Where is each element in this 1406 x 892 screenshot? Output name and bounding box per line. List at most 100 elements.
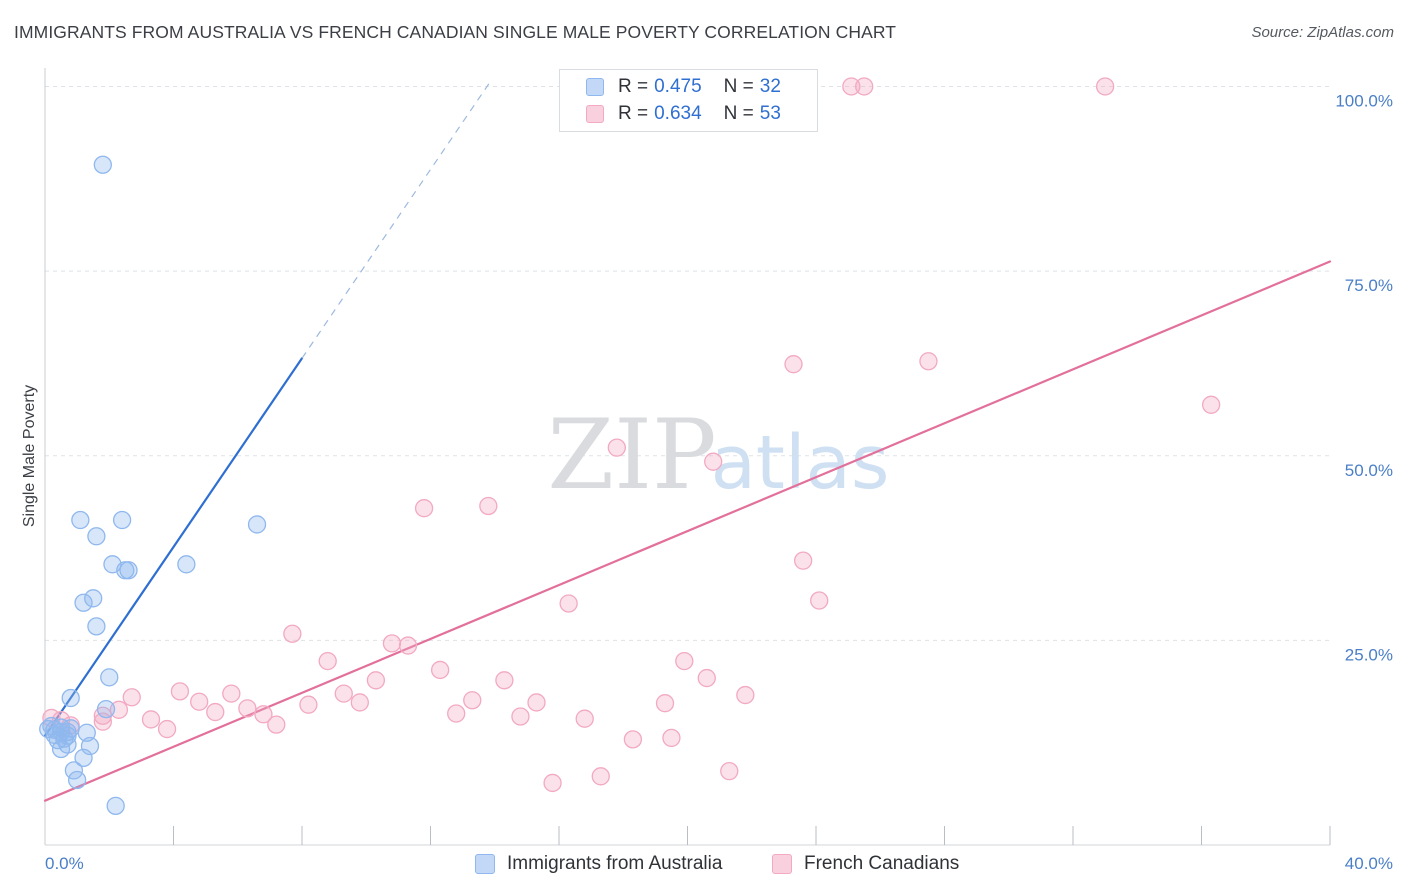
legend-r-label: R =	[618, 103, 649, 124]
legend-r-value-australia: 0.475	[654, 76, 702, 97]
point-french-canadians	[527, 693, 546, 712]
point-french-canadians	[283, 624, 302, 643]
point-french-canadians	[1095, 77, 1115, 96]
point-australia	[87, 527, 106, 546]
legend-swatch-french-canadians	[586, 105, 604, 123]
y-tick-label: 25.0%	[1345, 645, 1393, 664]
point-french-canadians	[398, 636, 418, 655]
series-swatch-australia	[475, 854, 495, 874]
watermark: ZIP atlas	[547, 399, 889, 511]
point-french-canadians	[655, 694, 675, 713]
trend-line-french-canadians	[43, 260, 1332, 802]
watermark-atlas: atlas	[711, 420, 890, 506]
point-australia	[61, 719, 80, 738]
series-legend-australia: Immigrants from Australia	[475, 852, 722, 876]
point-french-canadians	[350, 693, 369, 712]
point-french-canadians	[447, 704, 466, 723]
chart-title: IMMIGRANTS FROM AUSTRALIA VS FRENCH CANA…	[14, 22, 897, 42]
x-tick-label: 0.0%	[45, 854, 84, 873]
point-french-canadians	[190, 692, 209, 711]
point-french-canadians	[1201, 395, 1221, 414]
point-australia	[61, 688, 80, 708]
legend-n-label: N =	[723, 103, 754, 124]
point-french-canadians	[543, 773, 562, 793]
correlation-legend: R = 0.475 N = 32 R = 0.634 N = 53	[559, 69, 818, 132]
legend-n-value-australia: 32	[759, 76, 781, 97]
series-name-french-canadians: French Canadians	[804, 853, 960, 874]
point-french-canadians	[157, 719, 177, 739]
point-australia	[100, 668, 119, 687]
y-tick-label: 100.0%	[1335, 91, 1393, 110]
point-french-canadians	[267, 715, 286, 734]
point-french-canadians	[479, 496, 498, 516]
y-tick-label: 75.0%	[1345, 276, 1393, 295]
point-french-canadians	[623, 730, 643, 749]
chart-source: Source: ZipAtlas.com	[1251, 24, 1394, 41]
point-australia	[119, 561, 138, 580]
series-name-australia: Immigrants from Australia	[507, 853, 723, 874]
legend-n-value-french-canadians: 53	[759, 103, 781, 124]
point-australia	[96, 699, 116, 719]
point-french-canadians	[463, 691, 482, 710]
point-french-canadians	[559, 594, 578, 613]
point-australia	[71, 510, 90, 530]
point-french-canadians	[919, 352, 938, 371]
point-french-canadians	[334, 684, 353, 703]
legend-r-label: R =	[618, 76, 649, 97]
point-french-canadians	[109, 700, 129, 719]
series-legend-french-canadians: French Canadians	[772, 852, 959, 876]
data-points	[39, 77, 1221, 816]
point-australia	[247, 515, 267, 534]
axes	[44, 68, 1331, 846]
point-french-canadians	[675, 651, 694, 671]
point-french-canadians	[784, 355, 803, 374]
point-french-canadians	[318, 651, 337, 671]
trend-line-australia	[43, 357, 304, 737]
tick-labels: 100.0% 75.0% 50.0% 25.0% 0.0% 40.0%	[45, 91, 1393, 873]
point-french-canadians	[720, 761, 739, 781]
point-french-canadians	[430, 660, 450, 680]
point-australia	[64, 761, 84, 780]
trend-line-extension-australia	[301, 79, 493, 359]
point-australia	[67, 770, 87, 790]
point-french-canadians	[591, 767, 610, 786]
point-french-canadians	[736, 685, 755, 705]
point-australia	[74, 593, 93, 612]
x-tick-label: 40.0%	[1345, 854, 1393, 873]
point-australia	[58, 735, 77, 754]
point-french-canadians	[382, 634, 402, 653]
legend-n-label: N =	[723, 76, 754, 97]
point-french-canadians	[414, 499, 434, 518]
watermark-zip: ZIP	[547, 399, 716, 511]
point-australia	[93, 155, 112, 174]
trend-lines	[43, 79, 1332, 802]
y-tick-label: 50.0%	[1345, 461, 1393, 480]
point-french-canadians	[662, 728, 681, 748]
point-french-canadians	[222, 684, 241, 703]
point-french-canadians	[842, 77, 861, 96]
point-french-canadians	[141, 710, 161, 729]
series-swatch-french-canadians	[772, 854, 792, 874]
point-french-canadians	[254, 705, 273, 724]
point-australia	[106, 796, 125, 816]
point-french-canadians	[810, 591, 829, 610]
point-australia	[80, 736, 100, 756]
point-french-canadians	[697, 668, 716, 688]
point-french-canadians	[855, 77, 874, 96]
point-australia	[84, 589, 103, 608]
point-french-canadians	[794, 551, 813, 570]
point-french-canadians	[607, 438, 626, 457]
legend-swatch-australia	[586, 78, 604, 96]
point-french-canadians	[495, 671, 514, 690]
point-french-canadians	[299, 695, 318, 714]
point-french-canadians	[170, 682, 190, 701]
gridlines	[45, 85, 1330, 641]
point-french-canadians	[366, 671, 386, 690]
point-french-canadians	[511, 707, 530, 726]
legend-row-australia: R = 0.475 N = 32	[586, 75, 781, 99]
point-french-canadians	[122, 688, 141, 707]
point-french-canadians	[238, 699, 257, 718]
legend-r-value-french-canadians: 0.634	[654, 103, 702, 124]
point-australia	[112, 510, 132, 530]
